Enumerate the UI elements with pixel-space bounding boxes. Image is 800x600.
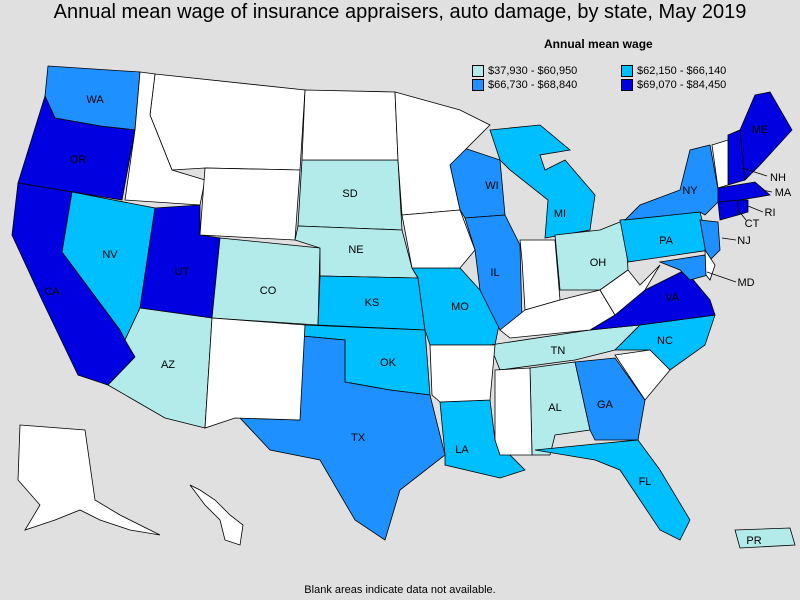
- leader-line-ct: [737, 209, 747, 221]
- leader-line-ma: [761, 189, 773, 193]
- legend-label: $69,070 - $84,450: [637, 79, 727, 91]
- legend-label: $62,150 - $66,140: [637, 65, 727, 77]
- state-wy: [199, 167, 301, 241]
- state-vt: [711, 139, 729, 189]
- state-label-al: AL: [548, 402, 561, 414]
- state-label-ct: CT: [745, 218, 760, 230]
- state-label-sd: SD: [342, 188, 357, 200]
- state-label-ny: NY: [682, 185, 698, 197]
- state-ia: [401, 209, 476, 269]
- state-label-ca: CA: [44, 286, 60, 298]
- legend-label: $37,930 - $60,950: [488, 65, 578, 77]
- state-label-nh: NH: [770, 172, 786, 184]
- state-label-tx: TX: [351, 432, 366, 444]
- state-label-wa: WA: [86, 94, 104, 106]
- leader-line-nh: [741, 167, 768, 177]
- state-me: [739, 91, 793, 181]
- state-label-mi: MI: [554, 208, 566, 220]
- state-label-va: VA: [665, 292, 680, 304]
- legend-title: Annual mean wage: [544, 37, 653, 51]
- state-md: [658, 254, 709, 281]
- state-sc: [614, 349, 671, 401]
- state-label-pa: PA: [659, 235, 674, 247]
- state-mn: [394, 91, 491, 216]
- state-ms: [494, 367, 533, 456]
- state-la: [439, 399, 526, 479]
- legend-swatch: [621, 79, 633, 91]
- legend-item-tier-3: $66,730 - $68,840: [472, 79, 577, 91]
- state-ak: [17, 424, 161, 536]
- state-ar: [429, 344, 496, 403]
- state-hi: [189, 484, 244, 546]
- state-mi: [489, 124, 596, 239]
- state-tx: [239, 335, 446, 541]
- legend-swatch: [472, 79, 484, 91]
- leader-line-md: [706, 271, 737, 283]
- state-label-ok: OK: [380, 357, 397, 369]
- legend-swatch: [621, 65, 633, 77]
- state-label-tn: TN: [551, 345, 566, 357]
- legend-item-tier-2: $62,150 - $66,140: [621, 65, 726, 77]
- legend-item-tier-4: $69,070 - $84,450: [621, 79, 726, 91]
- state-label-nv: NV: [102, 249, 118, 261]
- state-pr: [734, 527, 796, 549]
- leader-line-nj: [721, 237, 737, 241]
- state-ri: [737, 199, 749, 216]
- state-label-or: OR: [70, 154, 87, 166]
- state-label-ut: UT: [175, 266, 190, 278]
- state-in: [519, 239, 561, 311]
- leader-line-ri: [747, 205, 764, 213]
- state-label-ne: NE: [348, 244, 363, 256]
- footnote: Blank areas indicate data not available.: [304, 584, 496, 596]
- state-label-co: CO: [260, 285, 277, 297]
- state-label-nc: NC: [657, 335, 673, 347]
- state-nm: [204, 317, 306, 429]
- state-nj: [699, 219, 721, 263]
- state-wv: [599, 264, 661, 316]
- state-label-ma: MA: [775, 187, 792, 199]
- state-fl: [534, 439, 691, 541]
- state-ny: [623, 144, 721, 221]
- state-label-wi: WI: [485, 180, 498, 192]
- state-label-ga: GA: [597, 399, 614, 411]
- legend-item-tier-1: $37,930 - $60,950: [472, 65, 577, 77]
- state-ma: [717, 181, 771, 203]
- state-label-il: IL: [490, 267, 499, 279]
- state-label-ri: RI: [765, 207, 776, 219]
- state-mt: [149, 73, 306, 171]
- map-title: Annual mean wage of insurance appraisers…: [53, 1, 747, 23]
- legend-swatch: [472, 65, 484, 77]
- state-label-la: LA: [455, 444, 469, 456]
- state-label-md: MD: [737, 277, 754, 289]
- legend-label: $66,730 - $68,840: [488, 79, 578, 91]
- state-label-nj: NJ: [737, 235, 750, 247]
- state-label-az: AZ: [161, 359, 175, 371]
- state-label-fl: FL: [639, 476, 652, 488]
- state-ct: [717, 199, 739, 221]
- state-label-pr: PR: [746, 535, 761, 547]
- state-label-me: ME: [752, 124, 769, 136]
- state-label-oh: OH: [590, 257, 607, 269]
- state-co: [211, 237, 321, 326]
- state-label-mo: MO: [451, 301, 469, 313]
- state-nd: [301, 89, 399, 161]
- state-label-ks: KS: [365, 297, 380, 309]
